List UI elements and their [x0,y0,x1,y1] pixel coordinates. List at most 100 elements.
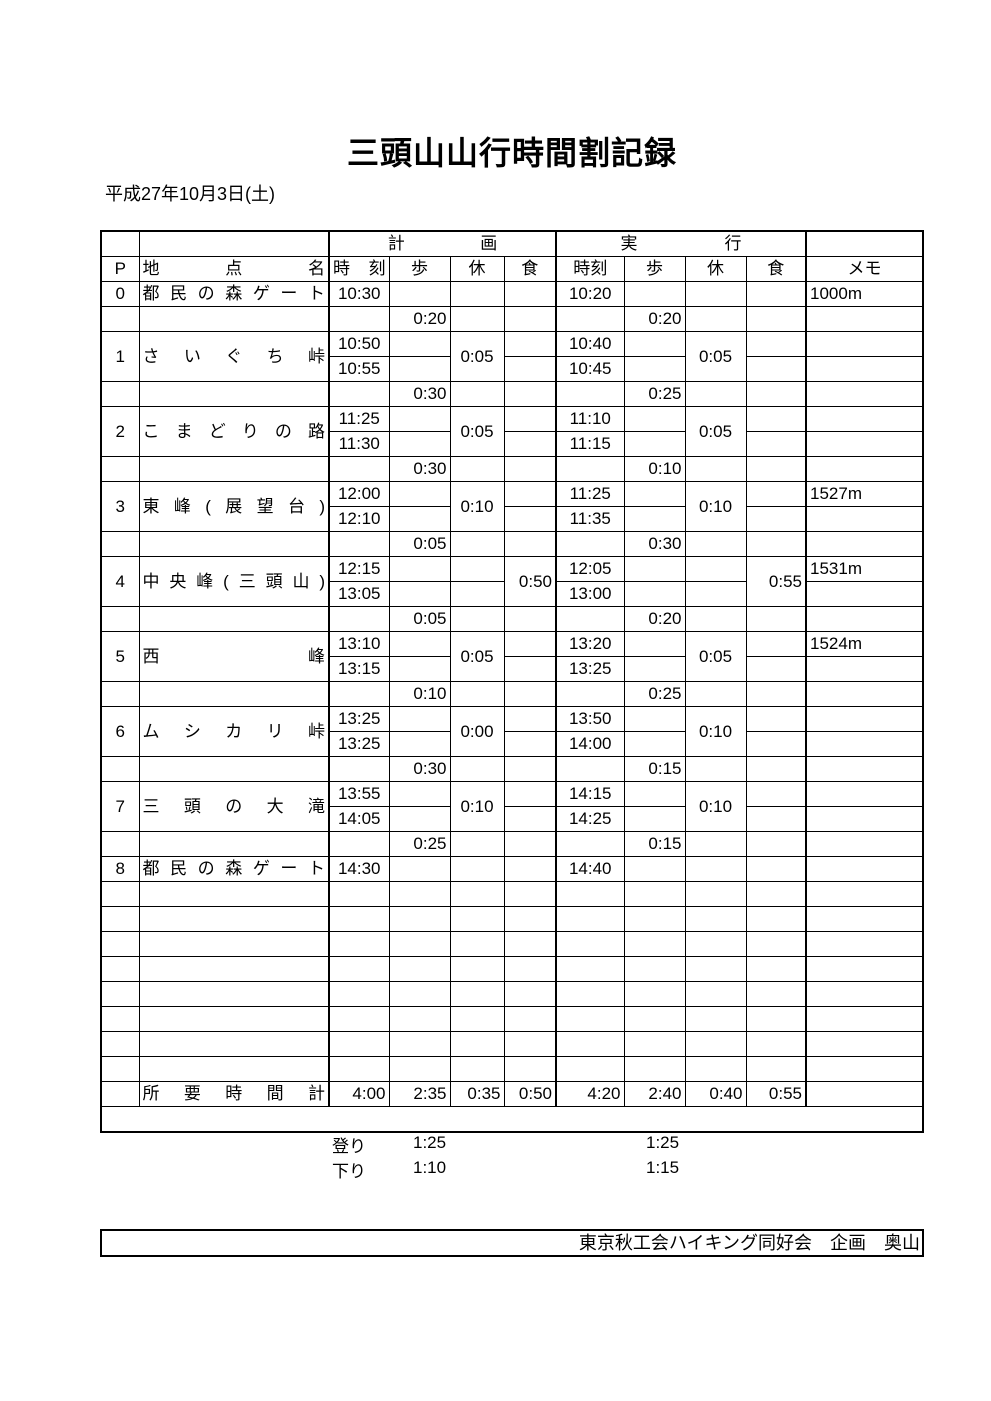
plan-departure: 13:05 [328,581,390,607]
blank [328,1056,390,1082]
plan-walk [388,706,451,732]
actual-up: 1:25 [646,1133,680,1152]
plan-meal [503,481,557,507]
blank [623,981,686,1007]
actual-walk [623,781,686,807]
col-actual-walk: 歩 [623,256,686,282]
actual-walk-time: 0:15 [623,831,686,857]
blank [745,981,807,1007]
blank [805,756,924,782]
plan-group-header: 計画 [328,230,557,257]
blank [684,756,747,782]
plan-departure: 10:55 [328,356,390,382]
header-blank [805,230,924,257]
point-row: 4 中央峰(三頭山) 12:15 0:50 12:05 0:55 1531m [100,556,924,607]
plan-meal [503,781,557,807]
actual-meal [745,356,807,382]
blank [745,681,807,707]
actual-rest [684,581,747,607]
actual-walk-time: 0:15 [623,756,686,782]
plan-walk-time: 0:20 [388,306,451,332]
blank [449,456,505,482]
point-row-departure: 13:25 14:00 [101,731,924,757]
blank [100,906,140,932]
plan-rest: 0:10 [449,481,505,532]
actual-rest: 0:10 [684,706,747,757]
blank [555,1031,625,1057]
header-blank [100,230,140,257]
memo: 1531m [805,556,924,582]
plan-walk [388,856,451,882]
actual-rest: 0:05 [684,331,747,382]
actual-walk [623,631,686,657]
point-number: 3 [100,481,140,532]
actual-walk [623,481,686,507]
blank [623,1006,686,1032]
memo [805,731,924,757]
blank [449,606,505,632]
plan-meal [503,331,557,357]
memo [805,506,924,532]
plan-walk-time: 0:05 [388,606,451,632]
actual-walk [623,581,686,607]
memo [805,356,924,382]
plan-walk [388,581,451,607]
empty-row [100,881,924,907]
plan-walk-time: 0:30 [388,381,451,407]
actual-arrival: 11:10 [555,406,625,432]
actual-walk [623,406,686,432]
blank [138,456,330,482]
plan-arrival: 12:00 [328,481,390,507]
blank [138,1006,330,1032]
blank [805,906,924,932]
actual-meal [745,431,807,457]
empty-row [100,906,924,932]
blank [449,931,505,957]
date: 平成27年10月3日(土) [105,184,276,204]
blank [555,981,625,1007]
segment-row: 0:05 0:30 [100,531,924,557]
plan-total-walk: 2:35 [388,1081,451,1107]
segment-row: 0:30 0:25 [100,381,924,407]
actual-walk [623,856,686,882]
actual-walk-time: 0:10 [623,456,686,482]
empty-row [100,981,924,1007]
blank [684,831,747,857]
blank [684,681,747,707]
blank [328,306,390,332]
blank [100,1081,140,1107]
point-row: 2 こまどりの路 11:25 0:05 11:10 0:05 [100,406,924,457]
plan-walk [388,631,451,657]
memo [805,656,924,682]
blank [328,606,390,632]
blank [388,931,451,957]
blank [555,606,625,632]
actual-group-header: 実行 [555,230,807,257]
memo [805,806,924,832]
blank [745,306,807,332]
actual-walk-time: 0:30 [623,531,686,557]
blank [684,606,747,632]
blank [503,881,557,907]
blank [684,956,747,982]
blank [745,956,807,982]
plan-rest [449,281,505,307]
blank [328,906,390,932]
actual-total-walk: 2:40 [623,1081,686,1107]
blank [388,1056,451,1082]
blank [328,931,390,957]
blank [138,1031,330,1057]
actual-meal [745,706,807,732]
plan-walk [388,731,451,757]
blank [100,606,140,632]
blank [388,1031,451,1057]
memo: 1000m [805,281,924,307]
blank [623,881,686,907]
blank [684,1006,747,1032]
blank [100,1106,924,1133]
actual-group-char: 実 [620,234,638,253]
plan-time: 14:30 [328,856,390,882]
plan-meal [503,431,557,457]
actual-walk [623,731,686,757]
